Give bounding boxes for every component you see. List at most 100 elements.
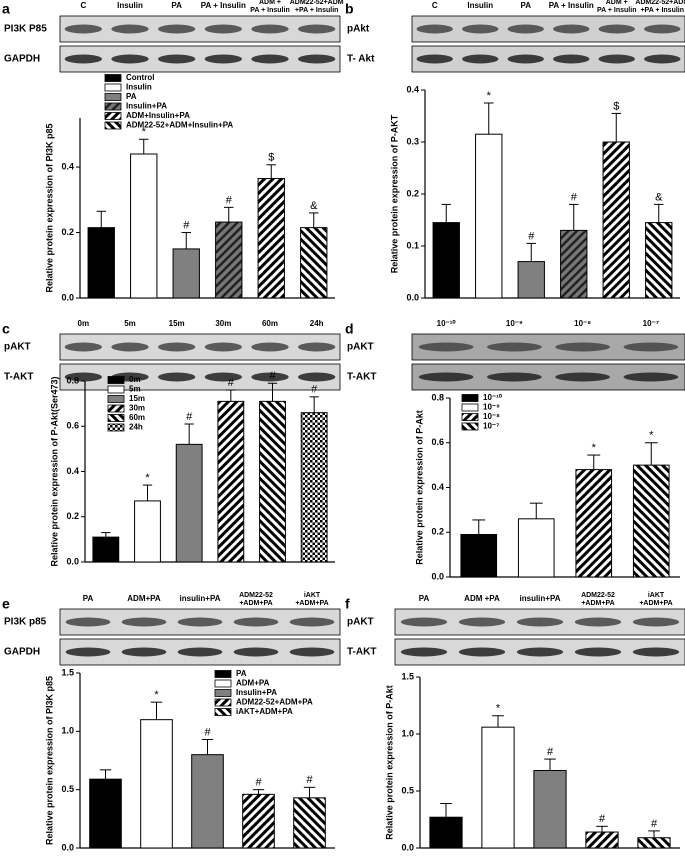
bar — [217, 400, 245, 563]
significance-mark: $ — [268, 152, 274, 164]
lane-label: C — [80, 1, 86, 10]
significance-mark: # — [306, 774, 313, 786]
blot-band — [400, 617, 448, 627]
legend-label: 15m — [129, 394, 145, 403]
lane-label: Insulin — [467, 1, 493, 10]
bar — [215, 221, 243, 299]
bar — [575, 469, 613, 578]
lane-label: PA — [419, 594, 430, 603]
significance-mark: # — [255, 777, 262, 789]
blot-strip — [59, 45, 341, 73]
bar — [92, 536, 120, 563]
significance-mark: * — [592, 442, 597, 454]
lane-label: Insulin — [117, 1, 143, 10]
significance-mark: # — [269, 370, 276, 382]
lane-label: insulin+PA — [180, 594, 221, 603]
blot-band — [400, 647, 448, 657]
significance-mark: * — [145, 472, 150, 484]
legend-swatch — [104, 121, 122, 130]
blot-band — [251, 372, 289, 382]
y-tick-label: 0.4 — [431, 482, 444, 492]
blot-row-label: T-AKT — [347, 372, 376, 383]
blot-row-label: pAKT — [347, 342, 374, 353]
lane-label: 0m — [78, 319, 90, 328]
blot-band — [204, 24, 242, 34]
lane-label: 10⁻⁸ — [574, 319, 591, 328]
blot-band — [64, 54, 102, 64]
lane-label: +PA + Insulin — [640, 7, 684, 14]
bar — [533, 769, 567, 849]
bar — [89, 778, 122, 849]
legend-label: 60m — [129, 413, 145, 422]
bar — [175, 443, 203, 563]
legend-swatch — [461, 413, 479, 421]
blot-row-label: T-AKT — [347, 647, 376, 658]
blot-band — [298, 372, 336, 382]
blot-band — [555, 342, 610, 352]
bar — [87, 227, 115, 299]
bar — [645, 222, 673, 299]
panel-letter: b — [345, 1, 354, 17]
legend-swatch — [461, 422, 479, 431]
legend-label: 10⁻⁷ — [483, 422, 499, 431]
legend-label: PA — [236, 669, 247, 678]
bar — [632, 464, 670, 578]
panel-letter: d — [345, 321, 354, 337]
legend-swatch — [104, 112, 122, 120]
blot-band — [458, 617, 506, 627]
legend-label: ADM+Insulin+PA — [126, 111, 190, 120]
bar — [637, 837, 671, 849]
panel-letter: a — [2, 1, 10, 17]
blot-row-label: pAkt — [347, 24, 370, 35]
y-tick-label: 1.5 — [61, 667, 74, 677]
bar — [130, 153, 158, 299]
blot-band — [555, 372, 610, 382]
legend-label: 10⁻¹⁰ — [483, 393, 503, 402]
blot-row-label: GAPDH — [4, 647, 40, 658]
lane-label: PA + Insulin — [201, 1, 246, 10]
blot-band — [177, 647, 223, 657]
bar — [259, 400, 286, 563]
y-tick-label: 0.6 — [431, 437, 444, 447]
blot-row-label: pAKT — [347, 617, 374, 628]
lane-label: +PA + Insulin — [295, 7, 339, 14]
lane-label: PA + Insulin — [549, 1, 594, 10]
blot-band — [289, 617, 335, 627]
blot-band — [204, 372, 242, 382]
y-tick-label: 1.0 — [401, 728, 414, 738]
y-tick-label: 1.0 — [61, 726, 74, 736]
y-tick-label: 0.0 — [66, 556, 79, 566]
significance-mark: # — [651, 818, 658, 830]
legend-label: 10⁻⁹ — [483, 403, 500, 412]
blot-band — [121, 617, 167, 627]
y-tick-label: 0.2 — [406, 188, 419, 198]
significance-mark: # — [571, 191, 578, 203]
lane-label: ADM+PA — [127, 594, 161, 603]
significance-mark: # — [599, 813, 606, 825]
bar — [602, 141, 630, 299]
significance-mark: & — [310, 200, 318, 212]
blot-band — [233, 617, 279, 627]
blot-band — [158, 372, 196, 382]
lane-label: 60m — [262, 319, 278, 328]
y-tick-label: 1.5 — [401, 671, 414, 681]
bar — [517, 261, 545, 299]
y-tick-label: 0.5 — [61, 784, 74, 794]
blot-band — [251, 24, 289, 34]
significance-mark: * — [142, 126, 147, 138]
y-axis-label: Relative protein expression of P-Akt — [414, 410, 424, 565]
lane-label: iAKT — [304, 592, 321, 599]
legend-swatch — [104, 74, 122, 82]
blot-band — [644, 24, 681, 34]
bar — [172, 248, 200, 299]
bar — [517, 518, 555, 578]
legend-label: Insulin+PA — [126, 102, 167, 111]
y-tick-label: 0.2 — [66, 511, 79, 521]
legend-swatch — [107, 423, 125, 432]
legend-label: ADM22-52+ADM+PA — [236, 698, 313, 707]
blot-band — [233, 647, 279, 657]
lane-label: 30m — [215, 319, 231, 328]
lane-label: 15m — [169, 319, 185, 328]
lane-label: +ADM+PA — [295, 600, 328, 607]
